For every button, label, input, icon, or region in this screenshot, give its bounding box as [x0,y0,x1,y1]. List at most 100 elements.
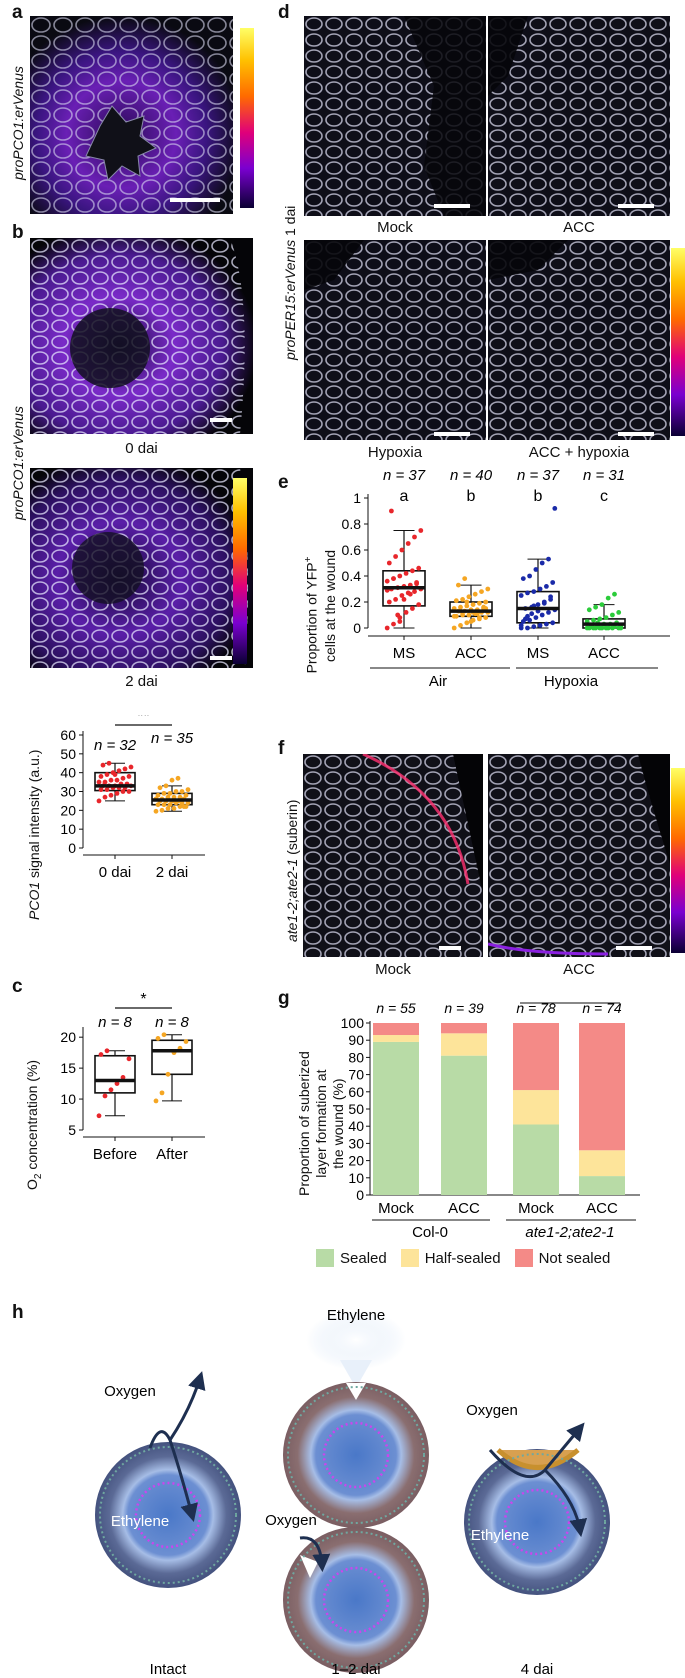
x-tick-label: Mock [518,1200,554,1217]
stacked-bar-segment [441,1055,487,1195]
data-point [586,607,592,613]
panel-d-caption-mock: Mock [377,219,413,236]
data-point [393,597,398,602]
data-point [539,612,545,618]
y-tick-label: 30 [60,784,76,800]
data-point [163,783,169,789]
panel-f-colorbar [671,768,685,953]
significance-marker: ** [564,995,576,1003]
data-point [384,578,390,584]
data-point [451,613,457,619]
stacked-bar-segment [373,1035,419,1042]
data-point [185,787,191,793]
data-point [153,808,159,814]
data-point [175,775,181,781]
data-point [393,554,398,559]
data-point [527,617,532,623]
stacked-bar-segment [579,1150,625,1177]
significance-letter: c [600,488,608,505]
data-point [120,775,126,781]
x-tick-label: MS [393,645,416,662]
data-point [539,560,545,566]
data-point [98,1052,104,1057]
n-label: n = 37 [517,470,560,484]
data-point [399,593,405,598]
data-point [418,528,424,533]
data-point [597,616,603,622]
data-point [605,625,611,631]
h-label-ethylene-top: Ethylene [327,1307,385,1324]
scale-bar [170,198,220,202]
group-label-air: Air [429,673,447,690]
y-tick-label: 0 [356,1187,364,1203]
data-point [477,615,482,620]
h-stage-4dai: 4 dai [521,1661,554,1678]
data-point [98,774,104,779]
panel-h-label: h [12,1302,24,1323]
stacked-bar-segment [373,1023,419,1036]
legend-half-sealed-swatch [400,1249,419,1267]
data-point [126,774,132,779]
data-point [591,617,596,623]
data-point [485,586,491,592]
data-point [412,534,417,540]
legend-not-sealed: Not sealed [514,1249,610,1267]
data-point [477,600,482,606]
panel-d-label: d [278,2,290,23]
panel-c-chart: 5 10 15 20 Before n = 8 After n = 8 * [60,991,205,1163]
panel-f-genotype-label: ate1-2;ate2-1 (suberin) [284,799,300,942]
data-point [470,602,476,607]
wounded-root-schematic-bottom [283,1527,429,1673]
data-point [479,589,484,594]
y-tick-label: 10 [348,1170,364,1186]
data-point [483,599,489,605]
y-tick-label: 5 [68,1122,76,1138]
data-point [102,779,108,785]
data-point [169,777,175,783]
data-point [161,802,167,808]
data-point [96,798,102,804]
panel-d-construct-label: proPER15:erVenus 1 dai [282,205,298,360]
data-point [466,594,472,600]
h-label-oxygen-wounded: Oxygen [265,1512,317,1529]
panel-d-micrograph-hypoxia [304,240,486,440]
data-point [386,560,392,566]
data-point [537,623,543,628]
n-label: n = 32 [94,737,137,754]
data-point [451,625,457,631]
data-point [529,611,535,617]
stacked-bar-segment [513,1124,559,1195]
data-point [403,610,409,615]
y-tick-label: 40 [60,765,76,781]
legend-half-sealed-text: Half-sealed [424,1249,501,1267]
data-point [155,792,161,798]
panel-b-caption-2dai: 2 dai [125,673,158,690]
data-point [391,576,396,581]
data-point [407,591,413,597]
stacked-bar-segment [513,1090,559,1125]
y-tick-label: 0.6 [342,542,362,558]
data-point [96,779,102,785]
y-tick-label: 60 [60,727,76,743]
n-label: n = 35 [151,730,194,747]
data-point [531,589,537,594]
data-point [410,606,415,611]
legend-half-sealed: Half-sealed [400,1249,501,1267]
data-point [161,1032,167,1038]
data-point [114,1081,120,1086]
data-point [153,1098,159,1104]
n-label: n = 8 [98,1014,132,1031]
data-point [531,624,537,630]
data-point [605,595,611,601]
y-tick-label: 15 [60,1060,76,1076]
data-point [96,1113,102,1119]
x-tick-label: Before [93,1146,137,1163]
data-point [126,789,132,794]
data-point [527,573,532,579]
data-point [100,762,106,768]
y-tick-label: 50 [348,1101,364,1117]
panel-a-colorbar [240,28,254,208]
data-point [391,621,396,627]
h-stage-1-2dai: 1–2 dai [331,1661,380,1678]
